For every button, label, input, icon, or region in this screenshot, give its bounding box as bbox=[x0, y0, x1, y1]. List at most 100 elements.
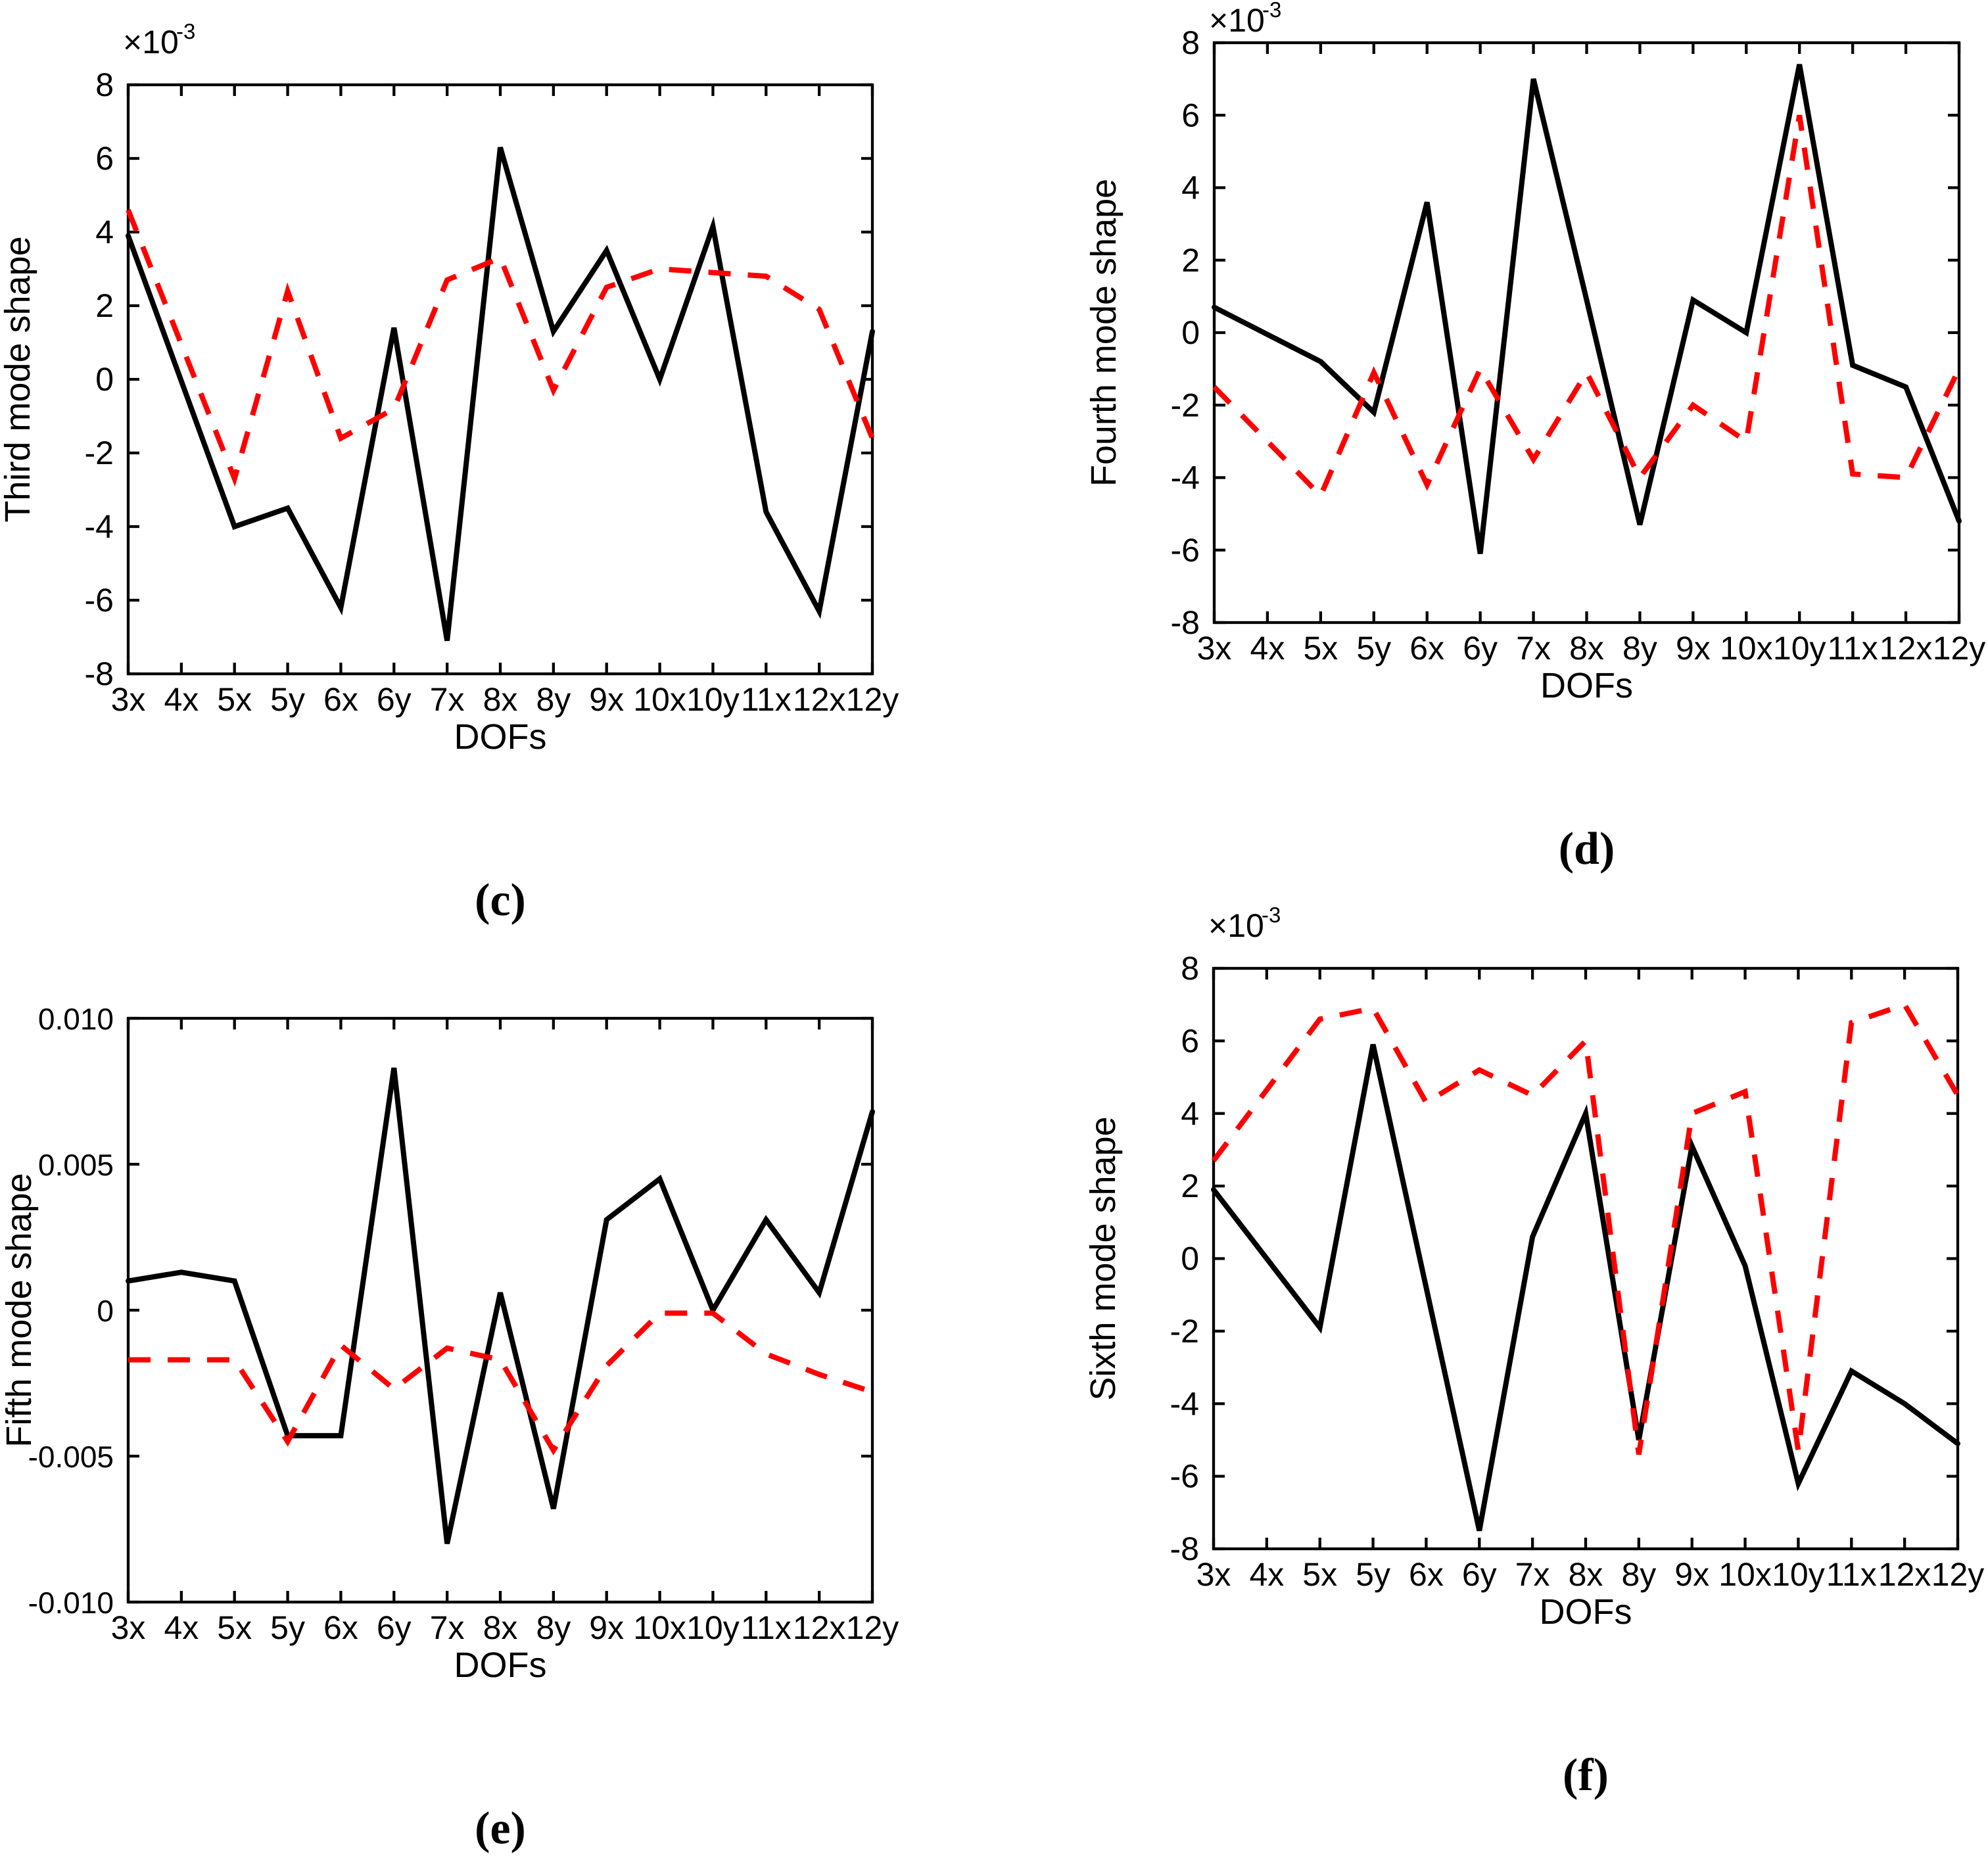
svg-text:-4: -4 bbox=[1170, 1385, 1199, 1422]
svg-text:5x: 5x bbox=[217, 1609, 252, 1646]
svg-text:10y: 10y bbox=[1772, 1556, 1825, 1593]
svg-text:10x: 10x bbox=[633, 1609, 686, 1646]
svg-text:11x: 11x bbox=[1826, 1556, 1877, 1593]
svg-text:6y: 6y bbox=[377, 1609, 412, 1646]
svg-text:10x: 10x bbox=[633, 681, 686, 718]
svg-text:-2: -2 bbox=[1171, 387, 1200, 423]
svg-text:10y: 10y bbox=[686, 1609, 740, 1646]
svg-text:Fourth mode shape: Fourth mode shape bbox=[1084, 179, 1124, 486]
svg-text:7x: 7x bbox=[430, 681, 465, 718]
svg-text:12y: 12y bbox=[1933, 630, 1986, 667]
svg-text:12x: 12x bbox=[1880, 630, 1933, 667]
svg-text:6: 6 bbox=[1181, 1022, 1199, 1059]
svg-text:11x: 11x bbox=[741, 1609, 792, 1646]
svg-text:6x: 6x bbox=[323, 681, 358, 718]
svg-text:8y: 8y bbox=[536, 1609, 571, 1646]
svg-text:10y: 10y bbox=[686, 681, 740, 718]
svg-text:2: 2 bbox=[1181, 1168, 1199, 1204]
svg-text:DOFs: DOFs bbox=[1540, 666, 1633, 705]
svg-text:-3: -3 bbox=[1262, 0, 1281, 22]
svg-text:(e): (e) bbox=[475, 1803, 526, 1854]
svg-text:-8: -8 bbox=[85, 655, 114, 692]
svg-text:10y: 10y bbox=[1773, 630, 1826, 667]
svg-text:6y: 6y bbox=[1462, 1556, 1497, 1593]
svg-text:-6: -6 bbox=[1170, 1458, 1199, 1495]
svg-text:7x: 7x bbox=[430, 1609, 465, 1646]
svg-text:6: 6 bbox=[95, 140, 114, 177]
svg-text:6y: 6y bbox=[377, 681, 412, 718]
svg-text:9x: 9x bbox=[1676, 630, 1711, 667]
svg-text:3x: 3x bbox=[111, 681, 146, 718]
svg-text:4: 4 bbox=[1181, 1095, 1199, 1132]
svg-text:-2: -2 bbox=[85, 435, 114, 471]
svg-text:6y: 6y bbox=[1463, 630, 1498, 667]
svg-text:8: 8 bbox=[1181, 24, 1200, 61]
svg-text:5y: 5y bbox=[270, 1609, 305, 1646]
svg-text:3x: 3x bbox=[1197, 630, 1232, 667]
svg-text:2: 2 bbox=[1181, 242, 1200, 279]
svg-text:-0.010: -0.010 bbox=[28, 1586, 114, 1620]
svg-text:0: 0 bbox=[1181, 1241, 1199, 1277]
svg-text:4x: 4x bbox=[1250, 630, 1285, 667]
svg-text:12x: 12x bbox=[1878, 1556, 1931, 1593]
svg-text:8y: 8y bbox=[1622, 630, 1657, 667]
svg-text:-6: -6 bbox=[85, 582, 114, 619]
svg-text:Sixth mode shape: Sixth mode shape bbox=[1083, 1116, 1123, 1400]
svg-text:DOFs: DOFs bbox=[1540, 1592, 1632, 1632]
svg-text:-8: -8 bbox=[1171, 604, 1200, 641]
svg-text:5x: 5x bbox=[1303, 630, 1338, 667]
svg-text:×10: ×10 bbox=[123, 24, 179, 60]
svg-text:8: 8 bbox=[95, 66, 114, 103]
svg-text:3x: 3x bbox=[111, 1609, 146, 1646]
svg-text:8x: 8x bbox=[1569, 1556, 1603, 1593]
svg-text:5y: 5y bbox=[1356, 1556, 1390, 1593]
svg-text:6: 6 bbox=[1181, 97, 1200, 133]
svg-text:DOFs: DOFs bbox=[454, 1645, 547, 1685]
svg-text:(c): (c) bbox=[475, 875, 526, 926]
svg-text:8y: 8y bbox=[1621, 1556, 1656, 1593]
svg-text:8x: 8x bbox=[483, 1609, 518, 1646]
svg-text:-4: -4 bbox=[1171, 460, 1200, 496]
svg-text:Third mode shape: Third mode shape bbox=[0, 236, 37, 522]
svg-text:9x: 9x bbox=[1674, 1556, 1709, 1593]
svg-text:4: 4 bbox=[1181, 170, 1200, 206]
svg-text:6x: 6x bbox=[1409, 630, 1444, 667]
svg-text:9x: 9x bbox=[589, 681, 624, 718]
svg-text:12x: 12x bbox=[793, 681, 846, 718]
svg-text:-8: -8 bbox=[1170, 1530, 1199, 1567]
svg-text:5x: 5x bbox=[1302, 1556, 1337, 1593]
svg-text:DOFs: DOFs bbox=[454, 717, 547, 757]
svg-text:12x: 12x bbox=[793, 1609, 846, 1646]
svg-text:(f): (f) bbox=[1563, 1750, 1609, 1801]
svg-text:8: 8 bbox=[1181, 950, 1199, 987]
svg-text:12y: 12y bbox=[1931, 1556, 1985, 1593]
svg-text:2: 2 bbox=[95, 287, 114, 324]
svg-text:4x: 4x bbox=[1249, 1556, 1284, 1593]
svg-text:4: 4 bbox=[95, 214, 114, 250]
svg-text:11x: 11x bbox=[741, 681, 792, 718]
svg-text:12y: 12y bbox=[846, 681, 899, 718]
svg-text:6x: 6x bbox=[323, 1609, 358, 1646]
svg-text:9x: 9x bbox=[589, 1609, 624, 1646]
svg-text:-2: -2 bbox=[1170, 1313, 1199, 1350]
svg-text:Fifth mode shape: Fifth mode shape bbox=[0, 1173, 39, 1447]
svg-text:8x: 8x bbox=[483, 681, 518, 718]
svg-text:5x: 5x bbox=[217, 681, 252, 718]
svg-text:0: 0 bbox=[97, 1294, 114, 1328]
svg-text:-3: -3 bbox=[176, 19, 195, 43]
svg-text:5y: 5y bbox=[270, 681, 305, 718]
svg-text:-4: -4 bbox=[85, 508, 114, 545]
svg-text:×10: ×10 bbox=[1208, 907, 1264, 944]
svg-text:4x: 4x bbox=[164, 1609, 199, 1646]
svg-text:0.005: 0.005 bbox=[38, 1148, 114, 1182]
svg-text:8x: 8x bbox=[1569, 630, 1604, 667]
svg-text:7x: 7x bbox=[1516, 630, 1551, 667]
svg-text:0: 0 bbox=[1181, 314, 1200, 351]
svg-text:8y: 8y bbox=[536, 681, 571, 718]
svg-text:-6: -6 bbox=[1171, 532, 1200, 569]
svg-text:-0.005: -0.005 bbox=[28, 1440, 114, 1474]
svg-text:5y: 5y bbox=[1356, 630, 1391, 667]
svg-text:10x: 10x bbox=[1720, 630, 1773, 667]
svg-text:-3: -3 bbox=[1262, 903, 1281, 927]
svg-text:12y: 12y bbox=[846, 1609, 899, 1646]
